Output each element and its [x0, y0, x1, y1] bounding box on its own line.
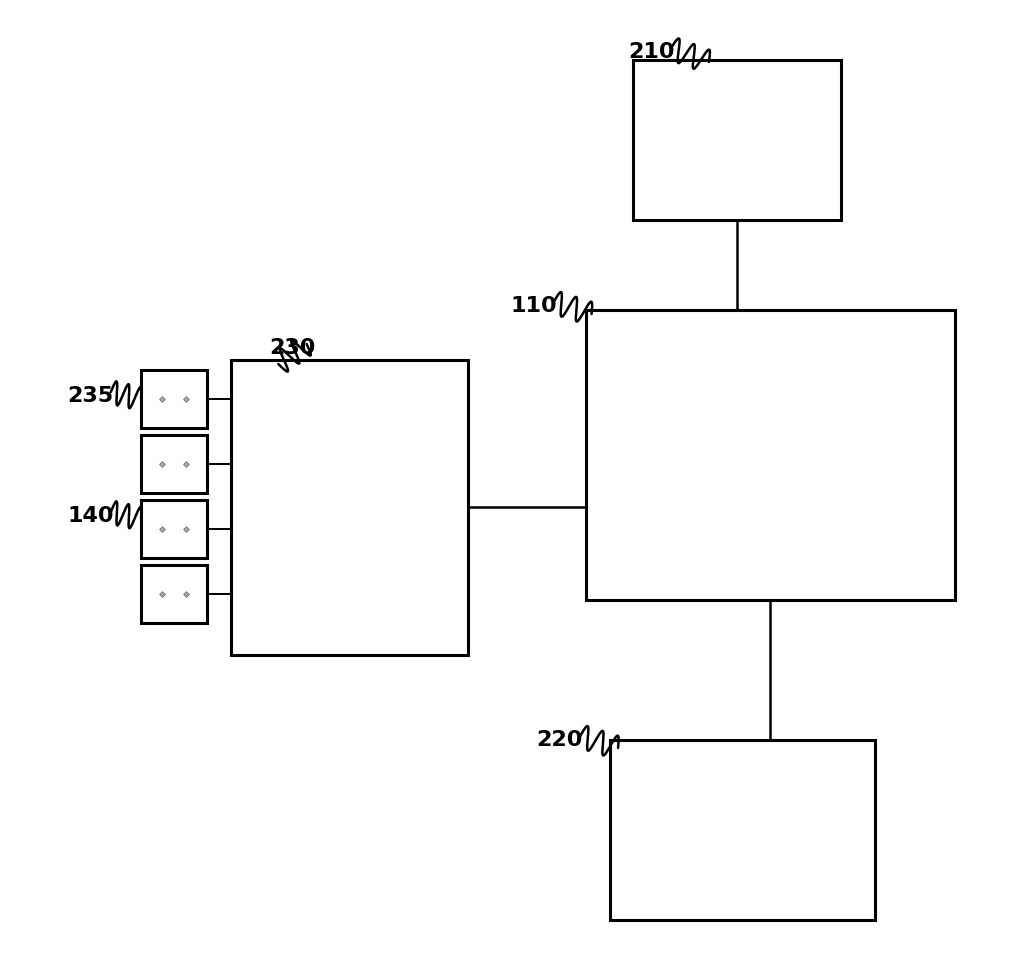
- Bar: [141, 500, 207, 558]
- Text: 140: 140: [68, 506, 114, 526]
- Text: 220: 220: [537, 730, 583, 750]
- Bar: [141, 435, 207, 493]
- Bar: [141, 370, 207, 428]
- Text: 235: 235: [68, 386, 114, 406]
- Bar: [609, 740, 874, 920]
- Bar: [633, 60, 841, 220]
- Text: 210: 210: [629, 42, 675, 62]
- Text: 110: 110: [510, 296, 557, 316]
- Bar: [231, 360, 468, 655]
- Bar: [141, 565, 207, 623]
- Bar: [586, 310, 955, 600]
- Text: 230: 230: [269, 338, 315, 358]
